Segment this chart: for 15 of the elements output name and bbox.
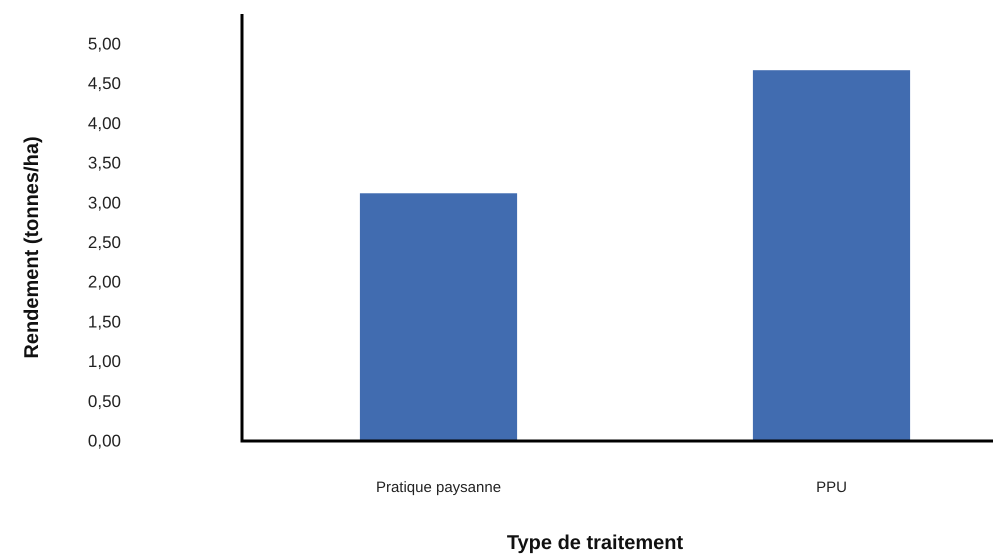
y-tick-label: 3,00 (88, 193, 121, 212)
y-tick-label: 3,50 (88, 154, 121, 173)
y-tick-label: 1,50 (88, 312, 121, 332)
x-tick-label: Pratique paysanne (376, 479, 502, 496)
y-tick-label: 1,00 (88, 352, 121, 372)
y-axis-title: Rendement (tonnes/ha) (21, 136, 43, 359)
x-tick-label: PPU (816, 479, 847, 496)
y-tick-label: 4,00 (88, 114, 121, 133)
y-tick-label: 0,00 (88, 432, 121, 450)
x-axis-title: Type de traitement (506, 532, 684, 554)
y-tick-label: 5,00 (88, 34, 121, 54)
y-tick-label: 0,50 (88, 392, 121, 411)
y-tick-label: 2,00 (88, 272, 121, 292)
y-tick-label: 4,50 (88, 74, 121, 94)
y-tick-label: 2,50 (88, 233, 121, 252)
